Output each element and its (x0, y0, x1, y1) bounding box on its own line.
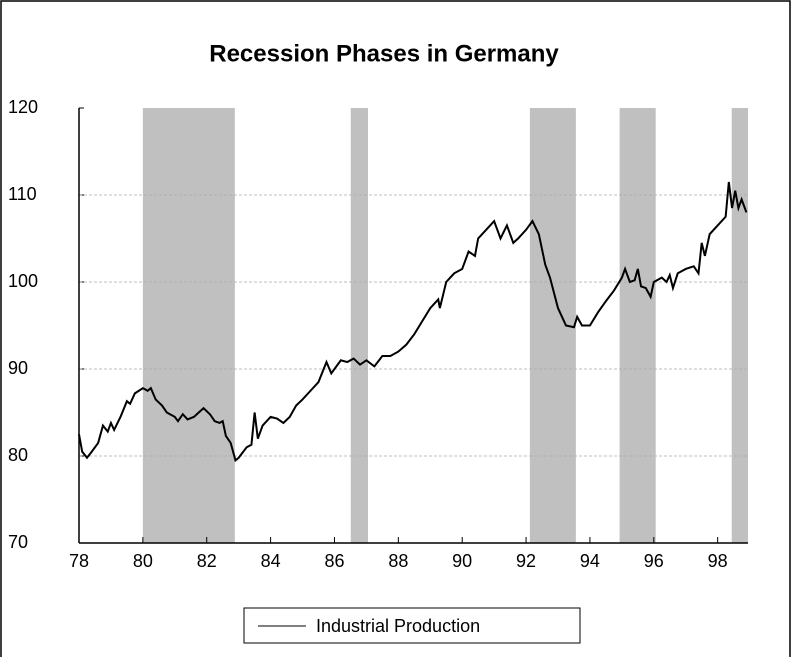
recession-band (731, 108, 748, 543)
y-tick-label: 90 (8, 358, 28, 378)
chart-title: Recession Phases in Germany (209, 40, 559, 67)
x-tick-label: 84 (261, 551, 281, 571)
x-tick-label: 92 (516, 551, 536, 571)
x-tick-label: 98 (708, 551, 728, 571)
x-tick-label: 78 (69, 551, 89, 571)
recession-band (619, 108, 656, 543)
x-tick-label: 80 (133, 551, 153, 571)
y-tick-label: 70 (8, 532, 28, 552)
series-line (78, 181, 748, 463)
recession-band (350, 108, 368, 543)
x-tick-label: 88 (388, 551, 408, 571)
y-tick-label: 80 (8, 445, 28, 465)
y-tick-label: 120 (8, 97, 38, 117)
x-tick-label: 96 (644, 551, 664, 571)
legend-label: Industrial Production (316, 616, 480, 636)
y-tick-label: 100 (8, 271, 38, 291)
recession-band (142, 108, 235, 543)
y-tick-label: 110 (8, 184, 37, 204)
x-tick-label: 86 (324, 551, 344, 571)
x-tick-label: 82 (197, 551, 217, 571)
x-tick-label: 90 (452, 551, 472, 571)
x-tick-label: 94 (580, 551, 600, 571)
